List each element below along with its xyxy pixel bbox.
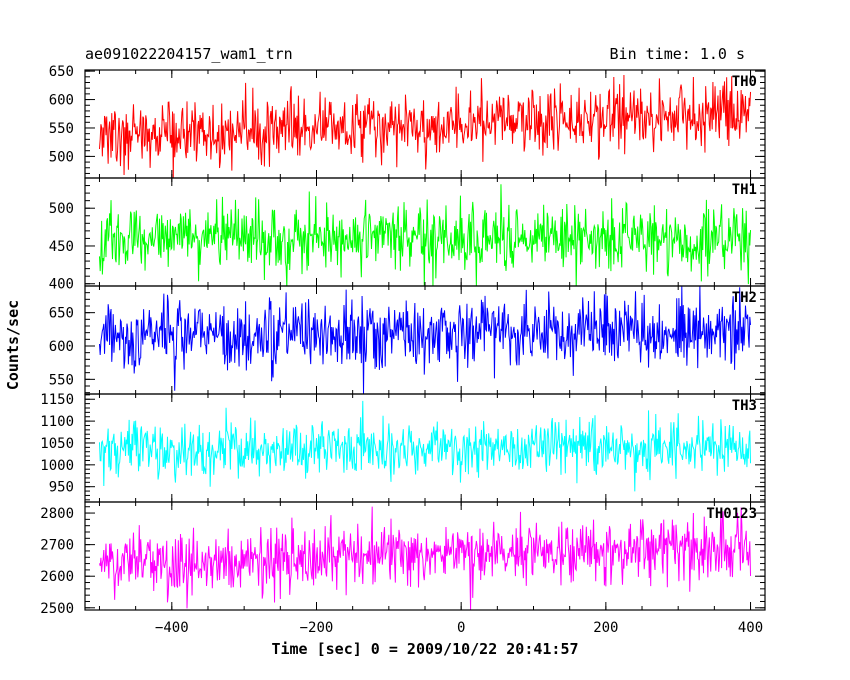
panel-th3: 950 1000 1050 1100 1150 TH3 [40,392,766,503]
x-tick-label: −400 [155,620,189,636]
y-tick-label: 500 [49,149,74,165]
y-tick-label: 1100 [40,414,74,430]
series-line-th2 [98,286,752,394]
y-axis-title: Counts/sec [4,300,22,390]
series-label-th1: TH1 [732,182,757,198]
x-tick-label: 0 [457,620,465,636]
series-line-th0123 [98,506,752,610]
y-tick-label: 550 [49,372,74,388]
y-tick-label: 2800 [40,506,74,522]
series-label-th3: TH3 [732,398,757,414]
y-tick-label: 600 [49,93,74,109]
chart-title: ae091022204157_wam1_trn [85,45,293,63]
y-tick-label: 950 [49,480,74,496]
y-tick-label: 500 [49,201,74,217]
y-tick-label: 2500 [40,601,74,617]
y-tick-label: 2600 [40,569,74,585]
series-line-th3 [98,400,752,492]
series-label-th2: TH2 [732,290,757,306]
panel-th0123: 2500 2600 2700 2800 TH0123 [40,501,766,617]
series-label-th0123: TH0123 [706,506,757,522]
y-tick-label: 550 [49,121,74,137]
series-label-th0: TH0 [732,74,757,90]
panels-group: 500 550 600 650 TH0 400 450 500 TH1 550 600 650 TH2 9… [40,64,766,617]
series-line-th0 [98,74,752,178]
y-tick-label: 1000 [40,458,74,474]
x-axis-title: Time [sec] 0 = 2009/10/22 20:41:57 [271,640,578,658]
y-tick-label: 1150 [40,392,74,408]
y-tick-label: 600 [49,339,74,355]
bin-time-label: Bin time: 1.0 s [610,45,745,63]
x-tick-label: 200 [593,620,618,636]
y-tick-label: 2700 [40,538,74,554]
panel-th1: 400 450 500 TH1 [49,177,766,293]
y-tick-label: 1050 [40,436,74,452]
x-axis: −400 −200 0 200 400 [155,620,763,636]
y-tick-label: 400 [49,277,74,293]
y-tick-label: 650 [49,64,74,80]
x-tick-label: −200 [300,620,334,636]
x-tick-label: 400 [738,620,763,636]
panel-th2: 550 600 650 TH2 [49,285,766,395]
y-tick-label: 650 [49,306,74,322]
y-tick-label: 450 [49,239,74,255]
panel-th0: 500 550 600 650 TH0 [49,64,766,179]
series-line-th1 [98,184,752,286]
